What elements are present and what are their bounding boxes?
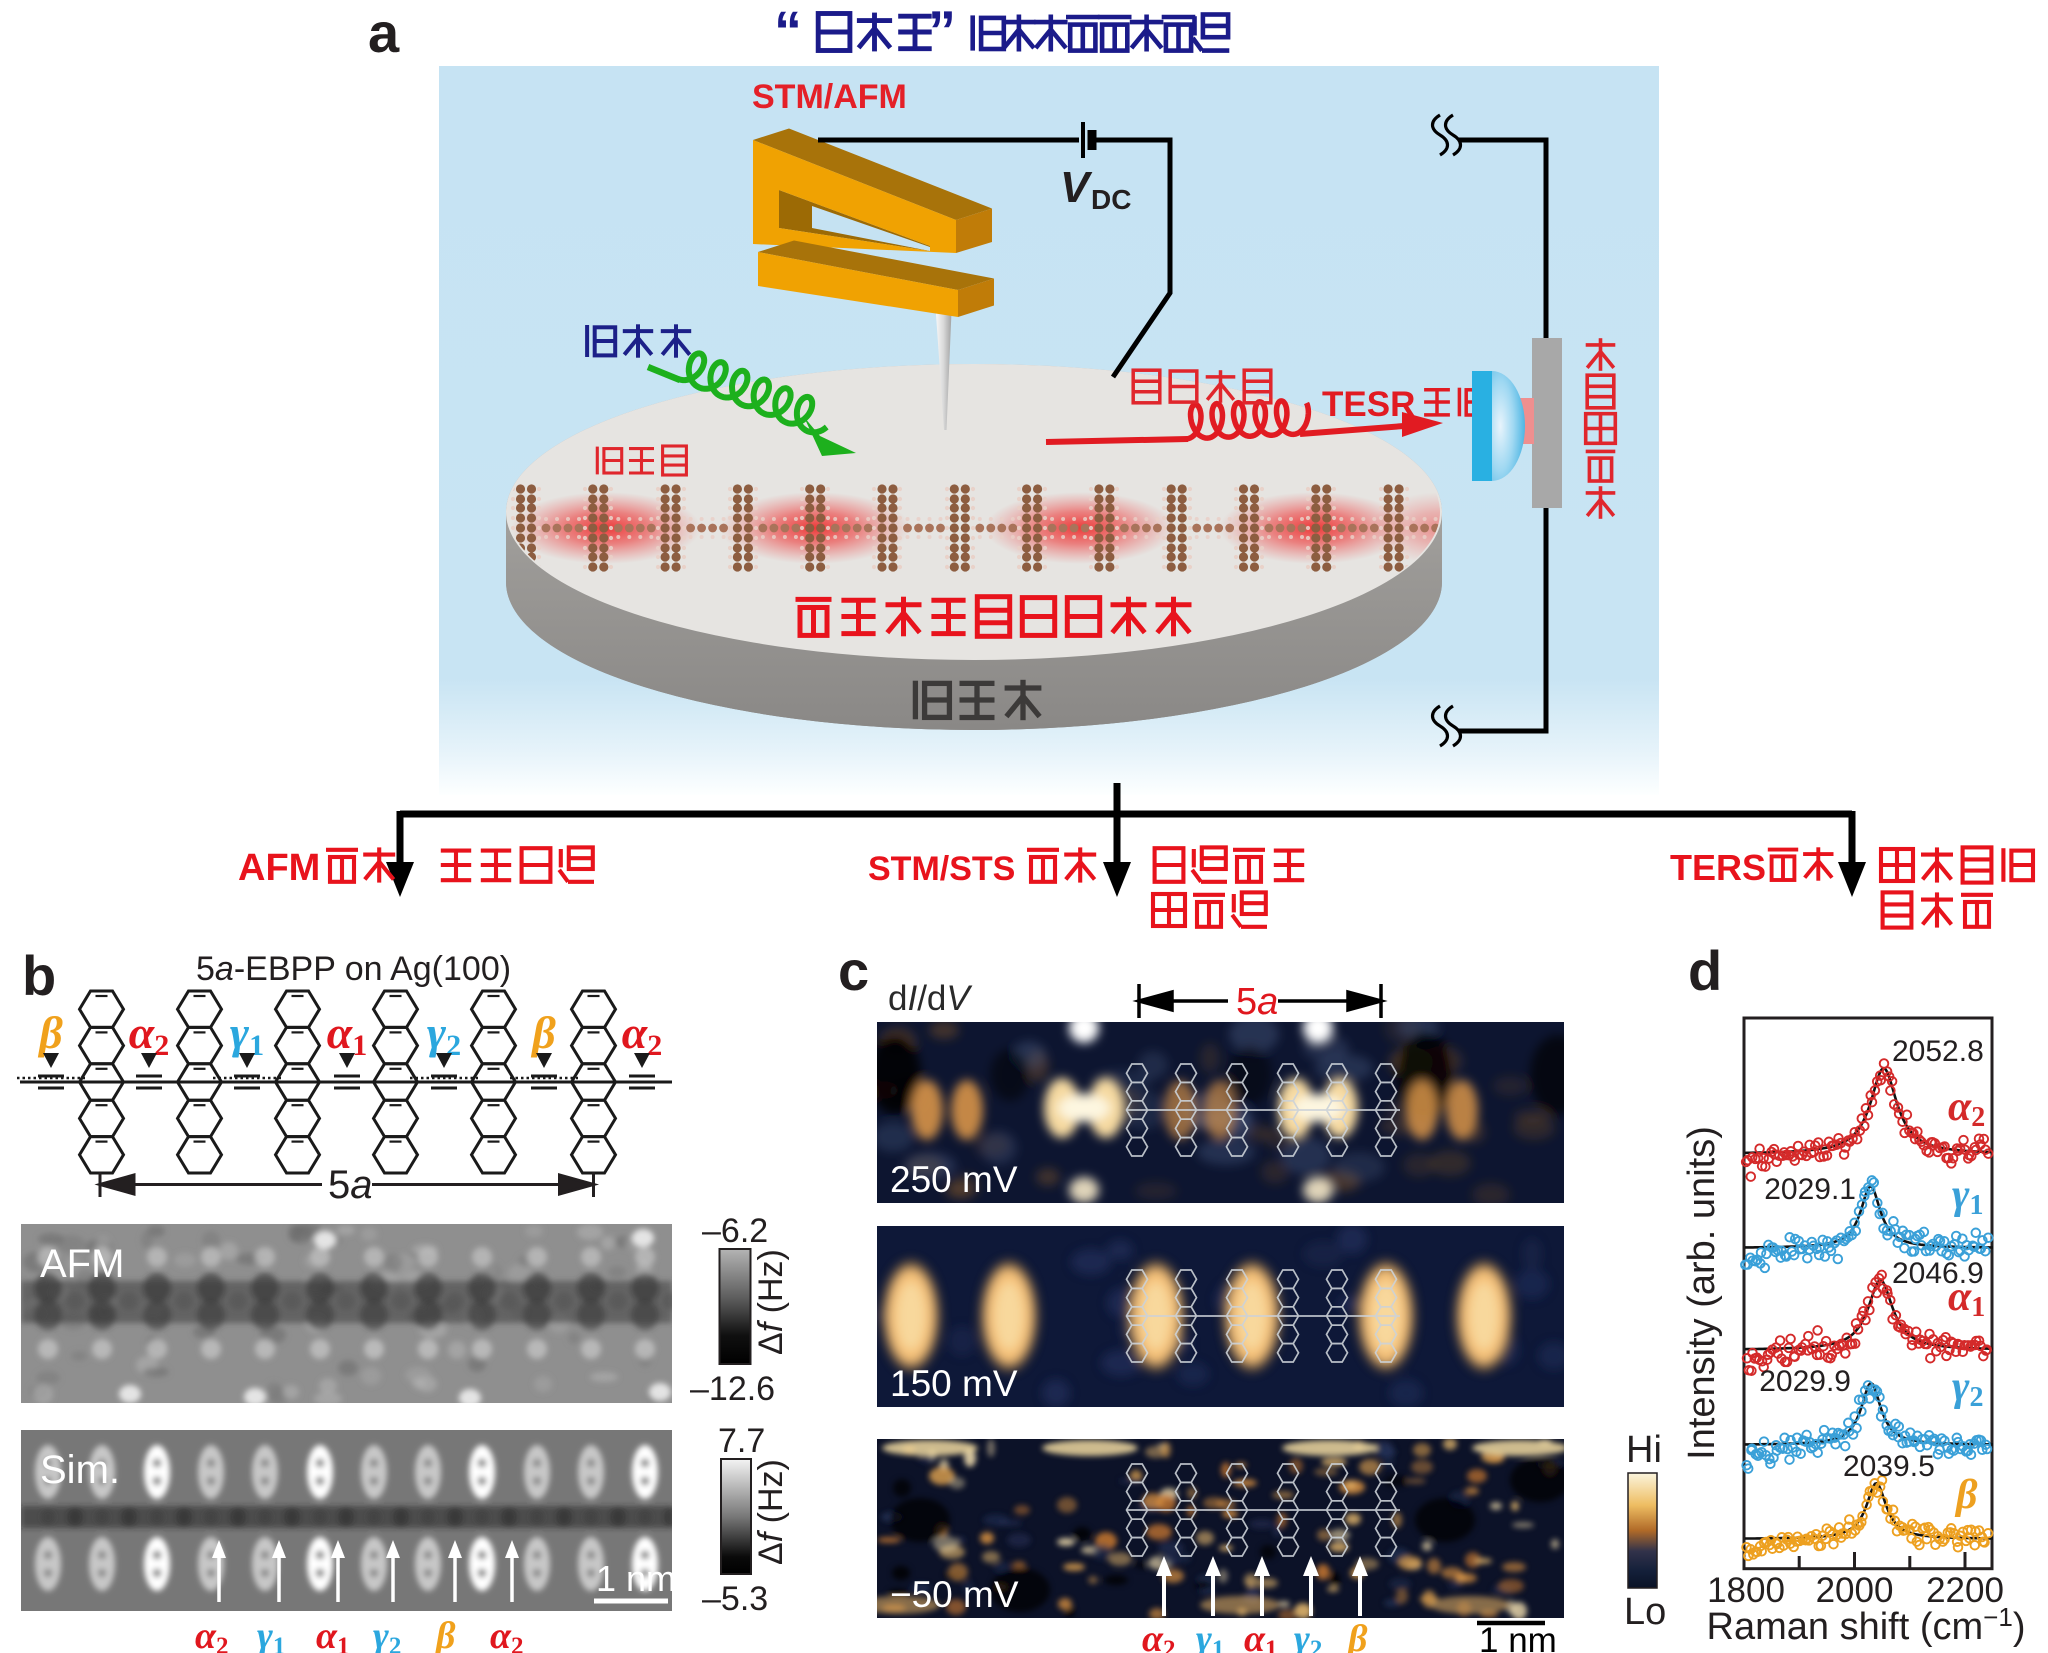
svg-text:2039.5: 2039.5 — [1843, 1450, 1935, 1483]
svg-text:2029.9: 2029.9 — [1759, 1365, 1851, 1398]
svg-text:“: “ — [774, 0, 802, 62]
svg-text:Hi: Hi — [1626, 1429, 1662, 1471]
svg-text:α2: α2 — [490, 1615, 524, 1653]
svg-text:−50 mV: −50 mV — [890, 1574, 1019, 1615]
svg-text:1800: 1800 — [1707, 1571, 1785, 1610]
svg-text:AFM: AFM — [238, 847, 320, 889]
svg-text:β: β — [1954, 1472, 1978, 1518]
svg-text:β: β — [434, 1615, 456, 1653]
svg-text:”: ” — [928, 0, 956, 62]
svg-text:α2: α2 — [622, 1007, 662, 1062]
svg-text:α1: α1 — [1244, 1618, 1278, 1653]
svg-text:V: V — [1060, 163, 1093, 212]
svg-text:dI/dV: dI/dV — [888, 979, 973, 1018]
svg-text:TESR: TESR — [1322, 385, 1415, 424]
svg-text:b: b — [22, 944, 56, 1007]
svg-text:c: c — [838, 939, 869, 1002]
svg-text:–12.6: –12.6 — [690, 1370, 775, 1408]
svg-text:Raman shift (cm−1): Raman shift (cm−1) — [1707, 1602, 2026, 1648]
svg-text:2029.1: 2029.1 — [1764, 1173, 1856, 1206]
svg-text:STM/STS: STM/STS — [868, 850, 1015, 888]
svg-text:150 mV: 150 mV — [890, 1363, 1018, 1404]
svg-text:2200: 2200 — [1926, 1571, 2004, 1610]
svg-text:β: β — [1346, 1618, 1368, 1653]
svg-text:α2: α2 — [195, 1615, 229, 1653]
svg-text:γ1: γ1 — [257, 1615, 285, 1653]
svg-text:DC: DC — [1091, 184, 1131, 215]
svg-text:2046.9: 2046.9 — [1892, 1257, 1984, 1290]
svg-text:2000: 2000 — [1816, 1571, 1894, 1610]
svg-text:γ1: γ1 — [1952, 1172, 1983, 1221]
svg-text:α2: α2 — [1142, 1618, 1176, 1653]
svg-text:5a: 5a — [1236, 981, 1278, 1023]
svg-text:250 mV: 250 mV — [890, 1159, 1018, 1200]
svg-text:1 nm: 1 nm — [596, 1558, 676, 1599]
svg-text:γ1: γ1 — [1196, 1618, 1224, 1653]
svg-text:α2: α2 — [1948, 1084, 1985, 1133]
svg-text:α2: α2 — [129, 1007, 169, 1062]
svg-text:2052.8: 2052.8 — [1892, 1035, 1984, 1068]
svg-text:Δf (Hz): Δf (Hz) — [752, 1249, 790, 1355]
svg-text:Intensity (arb. units): Intensity (arb. units) — [1681, 1126, 1723, 1460]
svg-text:7.7: 7.7 — [718, 1422, 765, 1460]
svg-text:AFM: AFM — [40, 1242, 124, 1286]
svg-text:TERS: TERS — [1670, 847, 1766, 888]
svg-text:α1: α1 — [316, 1615, 350, 1653]
svg-text:–6.2: –6.2 — [702, 1212, 768, 1250]
svg-text:–5.3: –5.3 — [702, 1580, 768, 1618]
svg-text:d: d — [1688, 939, 1722, 1002]
svg-text:Lo: Lo — [1624, 1591, 1666, 1633]
svg-text:γ2: γ2 — [1294, 1618, 1322, 1653]
svg-text:γ2: γ2 — [1952, 1364, 1983, 1413]
svg-text:5a-EBPP on Ag(100): 5a-EBPP on Ag(100) — [196, 950, 511, 988]
svg-text:β: β — [530, 1007, 556, 1058]
svg-text:α1: α1 — [327, 1007, 367, 1062]
svg-text:STM/AFM: STM/AFM — [752, 78, 907, 116]
svg-text:Δf (Hz): Δf (Hz) — [752, 1459, 790, 1565]
svg-text:1 nm: 1 nm — [1479, 1621, 1557, 1653]
svg-text:Sim.: Sim. — [40, 1448, 120, 1492]
svg-text:5a: 5a — [328, 1163, 373, 1207]
svg-text:γ2: γ2 — [373, 1615, 401, 1653]
svg-text:α1: α1 — [1948, 1274, 1985, 1323]
svg-text:a: a — [368, 1, 400, 64]
svg-text:β: β — [37, 1007, 63, 1058]
